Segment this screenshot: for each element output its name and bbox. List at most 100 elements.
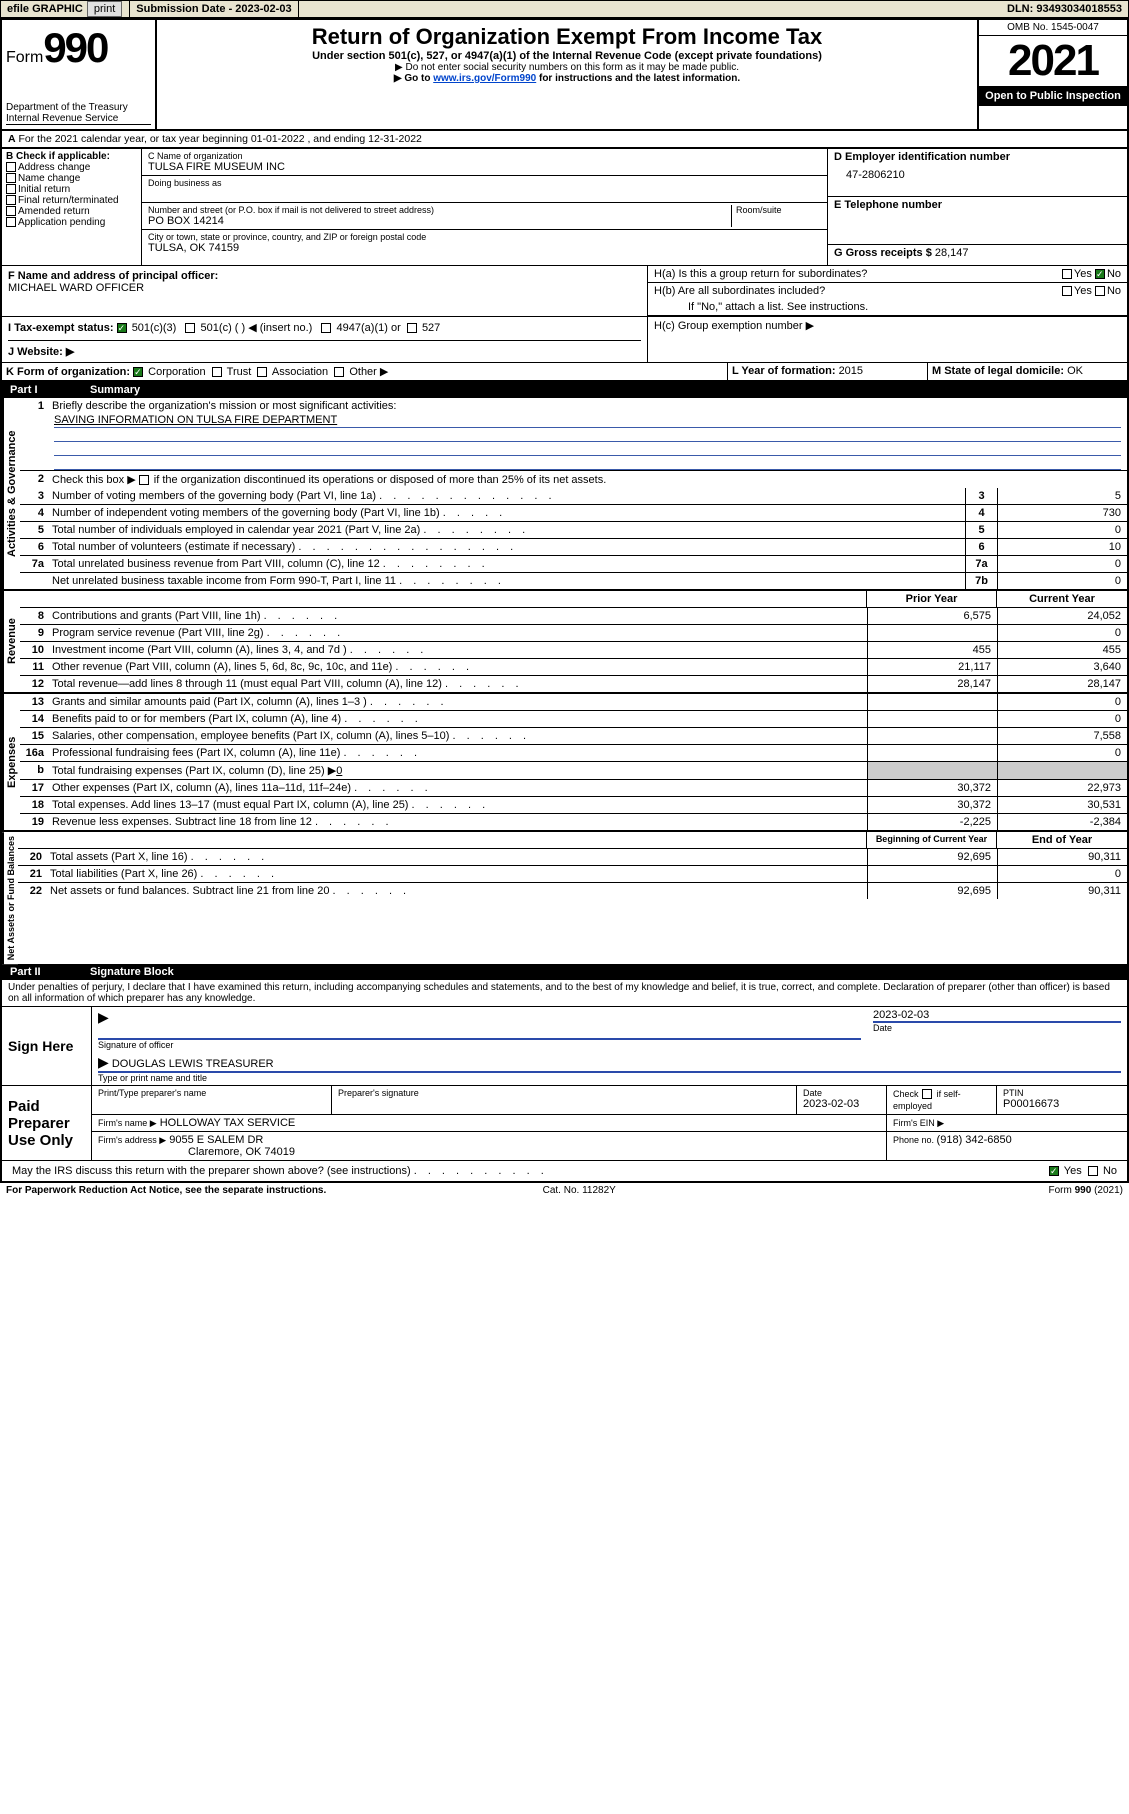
line16b-val: 0 xyxy=(336,765,342,777)
opt-other: Other ▶ xyxy=(349,366,388,378)
street-address: PO BOX 14214 xyxy=(148,215,731,227)
opt-initial-return: Initial return xyxy=(18,184,70,195)
principal-officer: MICHAEL WARD OFFICER xyxy=(8,282,641,294)
firm-name: HOLLOWAY TAX SERVICE xyxy=(160,1117,296,1129)
line3-text: Number of voting members of the governin… xyxy=(52,490,376,502)
line7a-text: Total unrelated business revenue from Pa… xyxy=(52,558,380,570)
application-pending-checkbox[interactable] xyxy=(6,217,16,227)
mission: SAVING INFORMATION ON TULSA FIRE DEPARTM… xyxy=(54,414,1121,428)
principal-officer-label: F Name and address of principal officer: xyxy=(8,270,218,282)
exp-label: Expenses xyxy=(2,694,20,830)
line3-val: 5 xyxy=(997,488,1127,504)
summary-line: 18Total expenses. Add lines 13–17 (must … xyxy=(20,797,1127,814)
addr-label: Number and street (or P.O. box if mail i… xyxy=(148,205,731,215)
line2-post: if the organization discontinued its ope… xyxy=(154,474,607,486)
other-checkbox[interactable] xyxy=(334,367,344,377)
irs-label: Internal Revenue Service xyxy=(6,113,151,125)
form990-link[interactable]: www.irs.gov/Form990 xyxy=(433,73,536,84)
sig-officer-label: Signature of officer xyxy=(98,1040,861,1050)
opt-application-pending: Application pending xyxy=(18,217,105,228)
org-name: TULSA FIRE MUSEUM INC xyxy=(148,161,821,173)
amended-return-checkbox[interactable] xyxy=(6,206,16,216)
self-employed-checkbox[interactable] xyxy=(922,1089,932,1099)
col-b-checkboxes: B Check if applicable: Address change Na… xyxy=(2,149,142,265)
hb-yes-checkbox[interactable] xyxy=(1062,286,1072,296)
form-990: Form990 Department of the Treasury Inter… xyxy=(0,18,1129,1183)
form-number: 990 xyxy=(43,24,107,71)
line6-val: 10 xyxy=(997,539,1127,555)
sign-here-label: Sign Here xyxy=(2,1007,92,1085)
dba-label: Doing business as xyxy=(148,178,821,188)
corp-checkbox[interactable] xyxy=(133,367,143,377)
goto-prefix: ▶ Go to xyxy=(394,73,433,84)
summary-line: 20Total assets (Part X, line 16) . . . .… xyxy=(18,849,1127,866)
assoc-checkbox[interactable] xyxy=(257,367,267,377)
page-footer: For Paperwork Reduction Act Notice, see … xyxy=(0,1183,1129,1198)
line7a-val: 0 xyxy=(997,556,1127,572)
summary-line: 19Revenue less expenses. Subtract line 1… xyxy=(20,814,1127,830)
name-change-checkbox[interactable] xyxy=(6,173,16,183)
address-change-checkbox[interactable] xyxy=(6,162,16,172)
ha-no: No xyxy=(1107,268,1121,280)
4947-checkbox[interactable] xyxy=(321,323,331,333)
summary-line: 22Net assets or fund balances. Subtract … xyxy=(18,883,1127,899)
initial-return-checkbox[interactable] xyxy=(6,184,16,194)
sign-here-row: Sign Here ▶ Signature of officer 2023-02… xyxy=(2,1006,1127,1086)
line2-checkbox[interactable] xyxy=(139,475,149,485)
firm-addr-label: Firm's address ▶ xyxy=(98,1135,166,1145)
state-domicile: OK xyxy=(1067,365,1083,377)
line5-val: 0 xyxy=(997,522,1127,538)
discuss-text: May the IRS discuss this return with the… xyxy=(12,1165,411,1177)
paid-preparer-label: Paid Preparer Use Only xyxy=(2,1086,92,1160)
gov-label: Activities & Governance xyxy=(2,398,20,589)
summary-line: 16aProfessional fundraising fees (Part I… xyxy=(20,745,1127,762)
summary-line: 9Program service revenue (Part VIII, lin… xyxy=(20,625,1127,642)
firm-phone: (918) 342-6850 xyxy=(937,1134,1012,1146)
eoy-header: End of Year xyxy=(997,832,1127,848)
opt-527: 527 xyxy=(422,322,440,334)
hb-no-checkbox[interactable] xyxy=(1095,286,1105,296)
dln-label: DLN: xyxy=(1007,3,1036,15)
part2-header: Part II Signature Block xyxy=(2,964,1127,980)
line1-text: Briefly describe the organization's miss… xyxy=(48,398,1127,414)
part2-num: Part II xyxy=(10,966,90,978)
line4-text: Number of independent voting members of … xyxy=(52,507,440,519)
dept-treasury: Department of the Treasury xyxy=(6,102,151,113)
line16b-text: Total fundraising expenses (Part IX, col… xyxy=(52,765,336,777)
501c-checkbox[interactable] xyxy=(185,323,195,333)
final-return-checkbox[interactable] xyxy=(6,195,16,205)
ha-no-checkbox[interactable] xyxy=(1095,269,1105,279)
hb-no: No xyxy=(1107,285,1121,297)
prep-date-label: Date xyxy=(803,1088,880,1098)
section-a: A For the 2021 calendar year, or tax yea… xyxy=(2,131,1127,149)
officer-name: DOUGLAS LEWIS TREASURER xyxy=(112,1058,274,1070)
part1-num: Part I xyxy=(10,384,90,396)
hb-label: H(b) Are all subordinates included? xyxy=(654,285,1062,297)
ha-yes-checkbox[interactable] xyxy=(1062,269,1072,279)
footer-mid: Cat. No. 11282Y xyxy=(543,1185,616,1196)
page-title: Return of Organization Exempt From Incom… xyxy=(165,24,969,50)
prior-year-header: Prior Year xyxy=(867,591,997,607)
trust-checkbox[interactable] xyxy=(212,367,222,377)
omb-number: OMB No. 1545-0047 xyxy=(979,20,1127,36)
sig-date-label: Date xyxy=(873,1023,1121,1033)
527-checkbox[interactable] xyxy=(407,323,417,333)
net-label: Net Assets or Fund Balances xyxy=(2,832,18,964)
form-label: Form xyxy=(6,49,43,66)
summary-line: 15Salaries, other compensation, employee… xyxy=(20,728,1127,745)
net-assets-section: Net Assets or Fund Balances Beginning of… xyxy=(2,832,1127,964)
org-name-label: C Name of organization xyxy=(148,151,821,161)
501c3-checkbox[interactable] xyxy=(117,323,127,333)
dln: 93493034018553 xyxy=(1036,3,1122,15)
goto-suffix: for instructions and the latest informat… xyxy=(536,73,740,84)
footer-left: For Paperwork Reduction Act Notice, see … xyxy=(6,1185,326,1196)
expenses-section: Expenses 13Grants and similar amounts pa… xyxy=(2,694,1127,832)
print-button[interactable]: print xyxy=(87,1,122,17)
summary-line: 14Benefits paid to or for members (Part … xyxy=(20,711,1127,728)
firm-phone-label: Phone no. xyxy=(893,1135,937,1145)
discuss-yes-checkbox[interactable] xyxy=(1049,1166,1059,1176)
opt-501c: 501(c) ( ) ◀ (insert no.) xyxy=(201,322,313,334)
arrow-icon: ▶ xyxy=(98,1054,109,1070)
discuss-no-checkbox[interactable] xyxy=(1088,1166,1098,1176)
form-header: Form990 Department of the Treasury Inter… xyxy=(2,20,1127,131)
